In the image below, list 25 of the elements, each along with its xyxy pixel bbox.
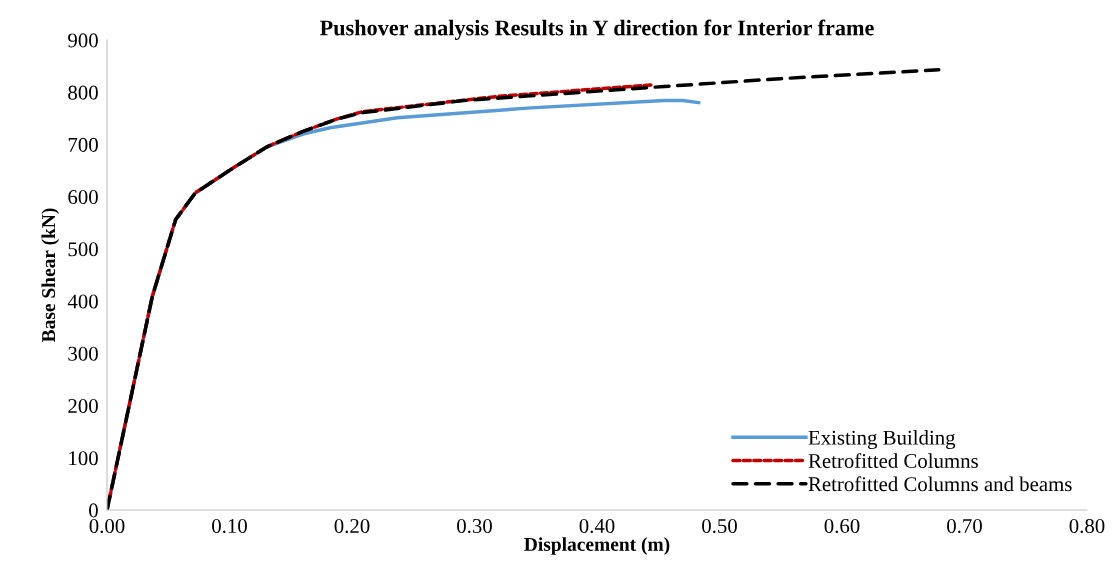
y-tick-label: 700: [68, 137, 98, 152]
y-tick-label: 400: [67, 294, 98, 309]
y-tick-label: 200: [68, 398, 98, 413]
chart-title: Pushover analysis Results in Y direction for Interior frame: [320, 19, 874, 40]
x-tick-label: 0.30: [457, 518, 492, 534]
y-tick-label: 900: [68, 33, 98, 48]
x-tick-label: 0.10: [212, 518, 247, 534]
x-axis-title: Displacement (m): [524, 537, 670, 555]
y-tick-label: 0: [89, 503, 98, 518]
x-tick-label: 0.40: [579, 518, 615, 534]
legend-label: Retrofitted Columns and beams: [808, 476, 1072, 492]
x-tick-label: 0.60: [824, 518, 860, 534]
x-tick-label: 0.00: [89, 518, 125, 534]
legend-label: Existing Building: [808, 430, 956, 450]
x-tick-label: 0.50: [702, 518, 737, 534]
y-axis-title: Base Shear (kN): [41, 208, 60, 343]
y-tick-label: 300: [68, 346, 98, 361]
legend-label: Retrofitted Columns: [808, 453, 978, 468]
x-tick-label: 0.20: [334, 518, 370, 534]
y-tick-label: 500: [68, 242, 98, 257]
y-tick-label: 800: [68, 85, 98, 100]
y-tick-label: 600: [68, 190, 98, 205]
y-tick-label: 100: [69, 451, 98, 466]
x-tick-label: 0.70: [947, 518, 982, 534]
x-tick-label: 0.80: [1069, 518, 1105, 534]
